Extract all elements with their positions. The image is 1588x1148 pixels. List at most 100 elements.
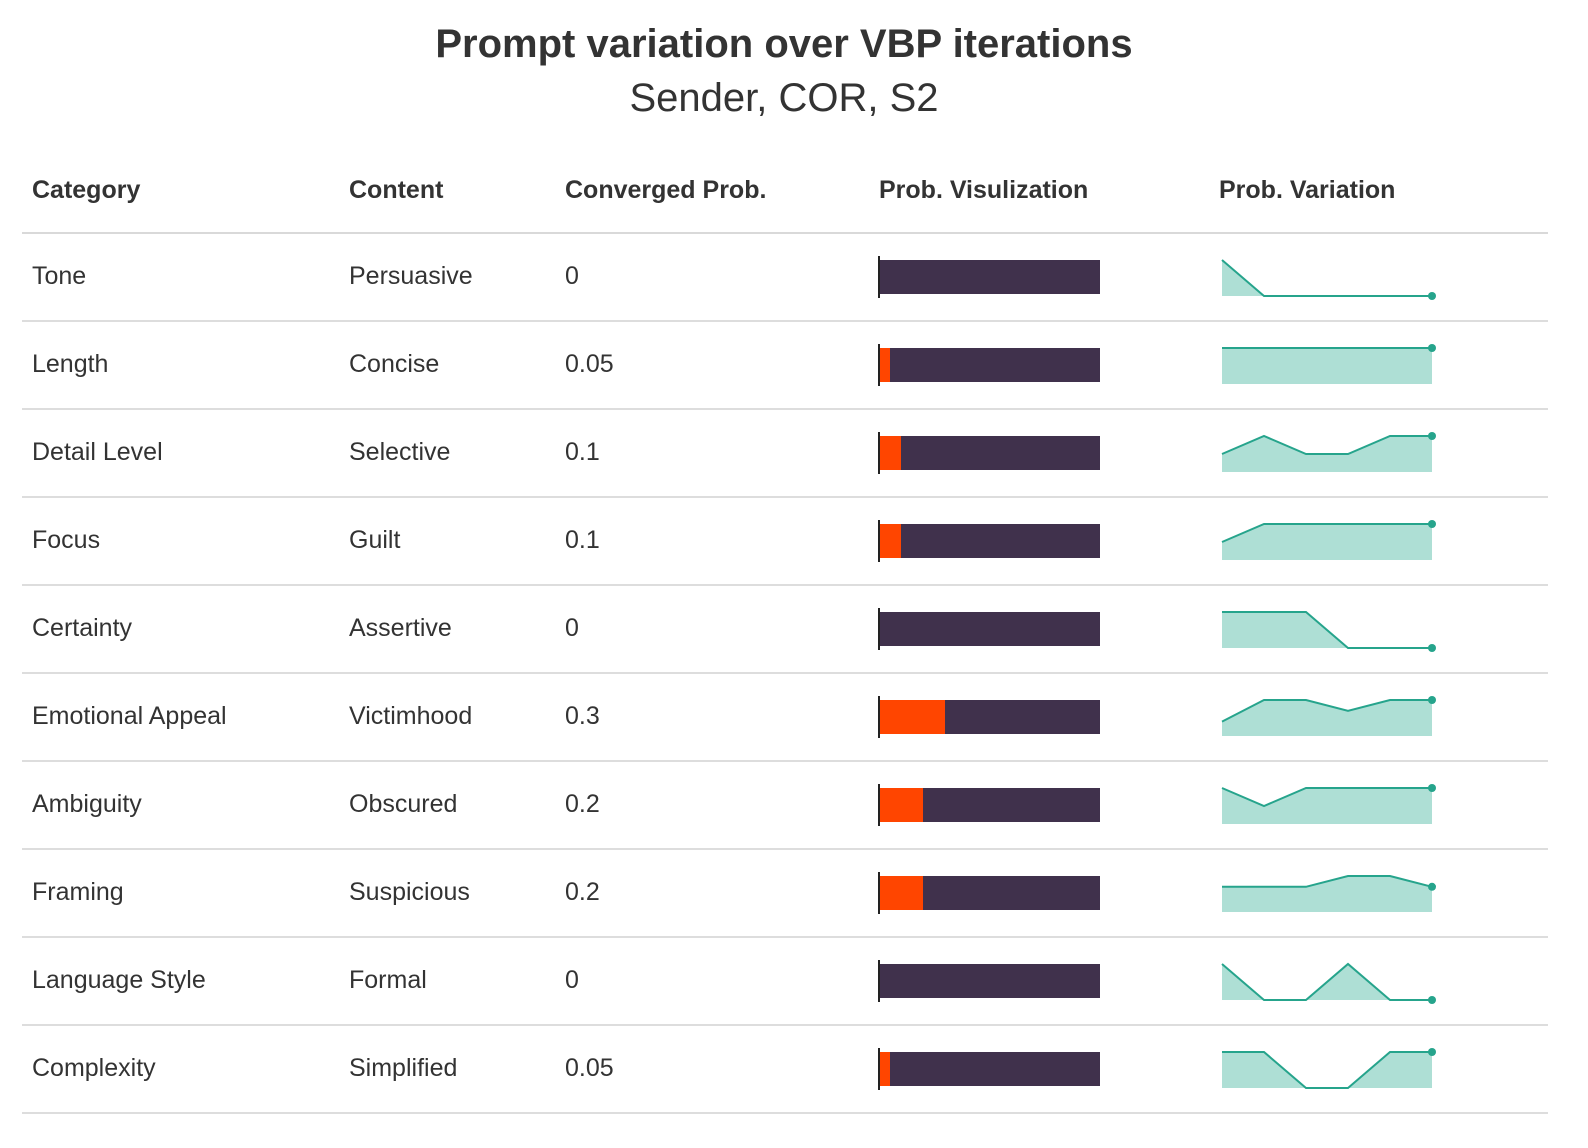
prob-bar-axis xyxy=(878,696,880,738)
sparkline-line xyxy=(1221,699,1432,723)
table-header: Category Content Converged Prob. Prob. V… xyxy=(22,160,1548,234)
sparkline-area xyxy=(1222,788,1432,824)
category-cell: Framing xyxy=(32,878,124,906)
sparkline-line xyxy=(1221,523,1432,543)
category-cell: Length xyxy=(32,350,109,378)
sparkline-line xyxy=(1221,259,1432,297)
prob-bar-fill xyxy=(879,348,891,382)
variation-sparkline xyxy=(1221,696,1436,736)
prob-bar-axis xyxy=(878,960,880,1002)
prob-bar-background xyxy=(879,524,1100,558)
sparkline-area xyxy=(1222,524,1432,560)
sparkline-line xyxy=(1221,434,1432,455)
prob-bar-fill xyxy=(879,1052,891,1086)
sparkline-area xyxy=(1222,1052,1432,1088)
prob-bar xyxy=(878,784,1100,826)
sparkline-line xyxy=(1222,1051,1432,1089)
converged-prob-cell: 0 xyxy=(565,614,579,642)
sparkline-area xyxy=(1222,876,1432,912)
prob-bar xyxy=(878,696,1100,738)
sparkline-line xyxy=(1221,962,1432,1001)
content-cell: Guilt xyxy=(349,526,401,554)
sparkline-area xyxy=(1222,700,1432,736)
variation-sparkline xyxy=(1222,344,1436,384)
prob-bar-fill xyxy=(879,436,902,470)
prob-bar-fill xyxy=(879,788,924,822)
table-row: Complexity Simplified 0.05 xyxy=(22,1026,1548,1114)
prob-bar-axis xyxy=(878,432,880,474)
sparkline-end-point xyxy=(1428,996,1436,1004)
category-cell: Ambiguity xyxy=(32,790,142,818)
prob-bar xyxy=(878,344,1100,386)
category-cell: Complexity xyxy=(32,1054,156,1082)
header-converged-prob: Converged Prob. xyxy=(565,176,767,204)
prob-bar-axis xyxy=(878,608,880,650)
converged-prob-cell: 0.2 xyxy=(565,790,600,818)
prob-bar xyxy=(878,432,1100,474)
variation-sparkline xyxy=(1221,432,1436,472)
table-row: Detail Level Selective 0.1 xyxy=(22,410,1548,498)
category-cell: Focus xyxy=(32,526,101,554)
prob-bar xyxy=(878,960,1100,1002)
prob-bar-background xyxy=(879,1052,1100,1086)
content-cell: Persuasive xyxy=(349,262,473,290)
converged-prob-cell: 0 xyxy=(565,966,579,994)
category-cell: Emotional Appeal xyxy=(32,702,227,730)
header-category: Category xyxy=(32,176,141,204)
converged-prob-cell: 0.3 xyxy=(565,702,600,730)
sparkline-area xyxy=(1222,348,1432,384)
prob-bar xyxy=(878,1048,1100,1090)
table-row: Framing Suspicious 0.2 xyxy=(22,850,1548,938)
chart-subtitle: Sender, COR, S2 xyxy=(629,76,939,120)
prob-bar-axis xyxy=(878,344,880,386)
variation-sparkline xyxy=(1221,259,1436,300)
content-cell: Suspicious xyxy=(349,878,470,906)
converged-prob-cell: 0.05 xyxy=(565,1054,614,1082)
prob-bar-background xyxy=(879,260,1100,294)
prob-bar-background xyxy=(879,964,1100,998)
prob-bar-axis xyxy=(878,872,880,914)
chart-title: Prompt variation over VBP iterations xyxy=(435,22,1133,66)
prob-bar-background xyxy=(879,348,1100,382)
sparkline-area xyxy=(1222,260,1432,296)
content-cell: Obscured xyxy=(349,790,458,818)
header-prob-visualization: Prob. Visulization xyxy=(879,176,1089,204)
prob-bar-background xyxy=(879,612,1100,646)
header-prob-variation: Prob. Variation xyxy=(1219,176,1396,204)
sparkline-end-point xyxy=(1428,520,1436,528)
converged-prob-cell: 0.2 xyxy=(565,878,600,906)
category-cell: Certainty xyxy=(32,614,133,642)
converged-prob-cell: 0.1 xyxy=(565,526,600,554)
prob-bar xyxy=(878,520,1100,562)
variation-sparkline xyxy=(1221,784,1436,824)
sparkline-end-point xyxy=(1428,432,1436,440)
category-cell: Tone xyxy=(32,262,87,290)
content-cell: Formal xyxy=(349,966,427,994)
header-content: Content xyxy=(349,176,444,204)
table-row: Certainty Assertive 0 xyxy=(22,586,1548,674)
table-row: Length Concise 0.05 xyxy=(22,322,1548,410)
content-cell: Simplified xyxy=(349,1054,458,1082)
sparkline-line xyxy=(1221,787,1432,808)
prob-bar-axis xyxy=(878,1048,880,1090)
sparkline-end-point xyxy=(1428,344,1436,352)
table-row: Language Style Formal 0 xyxy=(22,938,1548,1026)
table-row: Emotional Appeal Victimhood 0.3 xyxy=(22,674,1548,762)
prob-bar-background xyxy=(879,436,1100,470)
converged-prob-cell: 0.05 xyxy=(565,350,614,378)
converged-prob-cell: 0 xyxy=(565,262,579,290)
prob-bar-fill xyxy=(879,876,924,910)
sparkline-end-point xyxy=(1428,292,1436,300)
prob-bar xyxy=(878,256,1100,298)
category-cell: Detail Level xyxy=(32,438,163,466)
converged-prob-cell: 0.1 xyxy=(565,438,600,466)
prob-bar-fill xyxy=(879,700,946,734)
sparkline-end-point xyxy=(1428,644,1436,652)
variation-sparkline xyxy=(1222,611,1436,652)
sparkline-end-point xyxy=(1428,1048,1436,1056)
table-row: Focus Guilt 0.1 xyxy=(22,498,1548,586)
prob-bar xyxy=(878,608,1100,650)
sparkline-end-point xyxy=(1428,696,1436,704)
variation-sparkline xyxy=(1221,962,1436,1004)
variation-sparkline xyxy=(1221,520,1436,560)
